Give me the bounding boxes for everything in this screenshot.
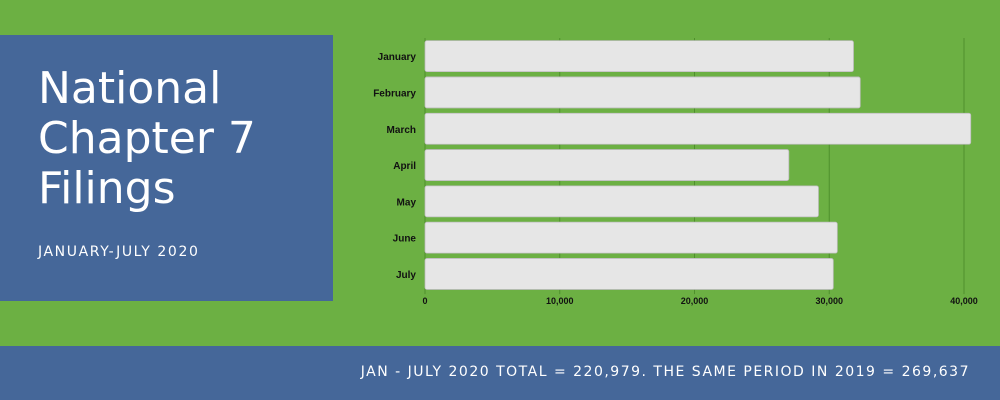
category-label: July — [396, 270, 416, 281]
x-tick-label: 20,000 — [681, 296, 709, 306]
bar — [424, 76, 861, 109]
footer-summary: JAN - JULY 2020 TOTAL = 220,979. THE SAM… — [360, 364, 970, 380]
category-label: May — [397, 197, 417, 208]
page-subtitle: JANUARY-JULY 2020 — [38, 244, 200, 260]
x-tick-label: 40,000 — [950, 296, 978, 306]
bar — [424, 185, 819, 218]
category-label: February — [373, 88, 416, 99]
x-tick-label: 0 — [422, 296, 427, 306]
category-label: January — [378, 52, 417, 63]
title-panel — [0, 35, 333, 301]
page-title: National Chapter 7 Filings — [38, 63, 256, 214]
bar — [424, 258, 834, 290]
bar — [424, 149, 790, 181]
bar — [424, 221, 838, 254]
category-label: April — [393, 161, 416, 172]
bar — [424, 112, 972, 145]
footer-bar — [0, 346, 1000, 400]
category-label: March — [387, 125, 416, 136]
bar — [424, 40, 854, 73]
x-tick-label: 30,000 — [815, 296, 843, 306]
category-label: June — [393, 234, 417, 245]
x-tick-label: 10,000 — [546, 296, 574, 306]
